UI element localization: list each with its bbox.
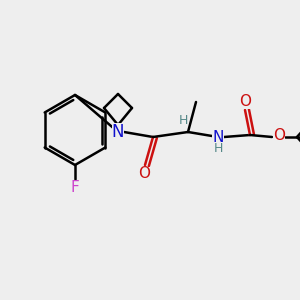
Text: H: H <box>178 113 188 127</box>
Text: H: H <box>213 142 223 155</box>
Text: O: O <box>273 128 285 143</box>
Text: O: O <box>138 167 150 182</box>
Text: N: N <box>212 130 224 145</box>
Text: N: N <box>112 123 124 141</box>
Text: O: O <box>239 94 251 109</box>
Text: F: F <box>70 179 80 194</box>
